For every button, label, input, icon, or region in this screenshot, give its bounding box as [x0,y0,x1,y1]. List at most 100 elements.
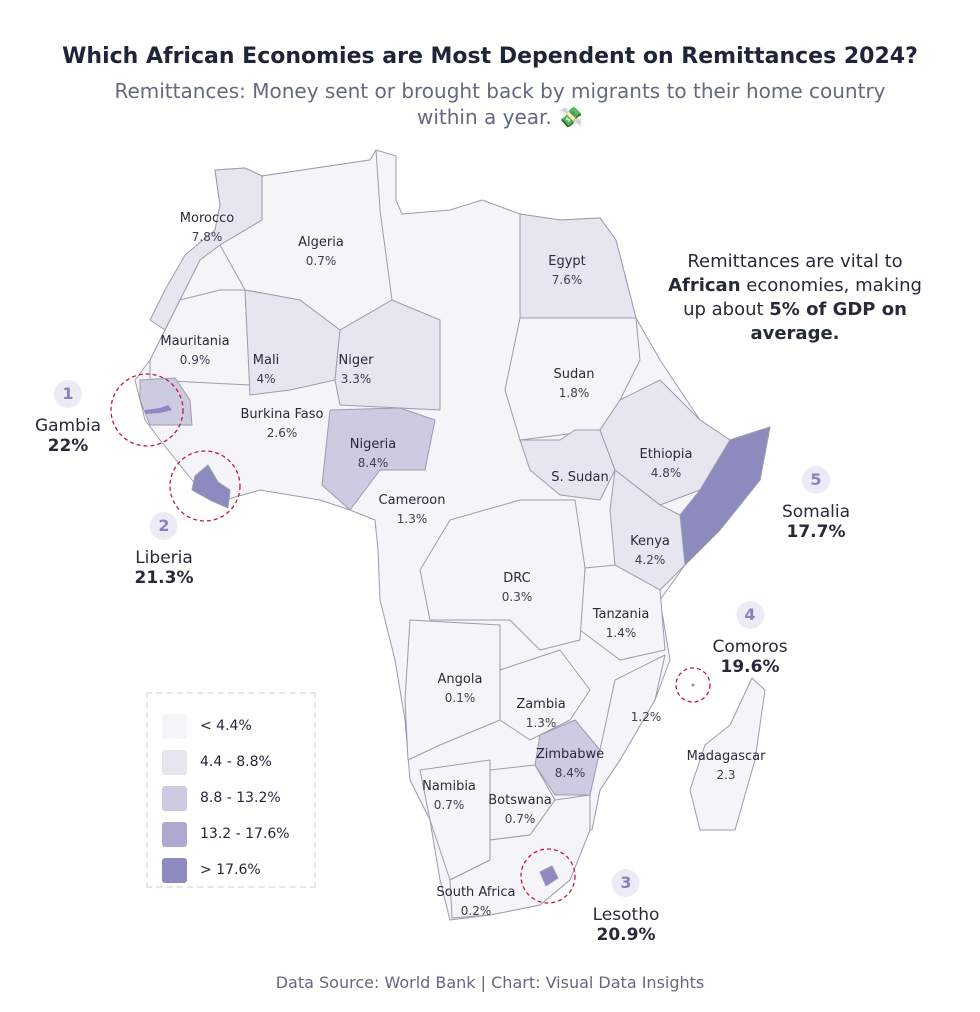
country-value: 4% [256,372,276,386]
country-value: 1.3% [525,716,557,730]
label-mauritania: Mauritania 0.9% [160,333,229,369]
country-value: 2.3 [716,768,736,782]
callout-name: Gambia [34,416,102,436]
legend-swatch [162,785,187,811]
note-bold: 5% of GDP on average. [750,299,907,344]
legend-label: 4.4 - 8.8% [200,754,272,770]
callout-comoros: 4 Comoros 19.6% [712,601,788,677]
country-madagascar [689,677,766,831]
country-gambia [145,405,172,414]
chart-subtitle: Remittances: Money sent or brought back … [114,79,886,129]
note-bold: African [668,275,741,296]
country-value: 0.7% [504,812,536,826]
country-value: 4.2% [634,553,666,567]
legend-label: < 4.4% [200,718,252,734]
country-value: 7.8% [191,230,223,244]
country-name: S. Sudan [551,470,609,485]
country-value: 0.7% [305,254,337,268]
country-value: 0.3% [501,590,533,604]
country-lesotho [539,865,559,887]
country-value: 0.9% [179,353,211,367]
country-name: Ethiopia [639,447,693,462]
rank-badge: 5 [801,466,830,494]
legend-item: 8.8 - 13.2% [162,780,314,816]
country-name: Niger [338,353,374,368]
highlight-circle-gambia [110,373,184,447]
label-angola: Angola 0.1% [438,671,483,707]
label-algeria: Algeria 0.7% [298,234,344,270]
label-nigeria: Nigeria 8.4% [350,436,397,472]
label-botswana: Botswana 0.7% [488,792,552,828]
country-nigeria [321,407,436,511]
highlight-circle-comoros [675,667,711,703]
label-burkina-faso: Burkina Faso 2.6% [241,406,324,442]
label-namibia: Namibia 0.7% [422,778,476,814]
country-value: 1.4% [605,626,637,640]
annotation-note: Remittances are vital to African economi… [660,250,930,346]
callout-name: Liberia [135,548,193,568]
country-name: Angola [437,672,483,687]
callout-somalia: 5 Somalia 17.7% [782,466,850,542]
country-name: Egypt [548,254,586,269]
legend-swatch [162,821,187,847]
legend-swatch [162,857,187,883]
country-name: South Africa [436,885,516,900]
label-zimbabwe: Zimbabwe 8.4% [536,746,604,782]
callout-value: 17.7% [786,522,846,542]
label-sudan: Sudan 1.8% [554,366,595,402]
label-s-sudan: S. Sudan [551,469,608,487]
country-name: Morocco [179,211,235,226]
callout-gambia: 1 Gambia 22% [35,380,101,456]
country-drc [419,499,586,651]
data-source: Data Source: World Bank | Chart: Visual … [275,973,705,992]
country-zambia [499,649,591,741]
country-name: Madagascar [686,749,766,764]
legend-item: > 17.6% [162,852,314,888]
country-value: 0.2% [460,904,492,918]
country-name: Nigeria [349,437,397,452]
label-cameroon: Cameroon 1.3% [379,492,446,528]
callout-name: Somalia [781,502,851,522]
chart-title: Which African Economies are Most Depende… [62,44,918,69]
rank-badge: 4 [735,601,764,629]
callout-value: 21.3% [134,568,194,588]
callout-value: 20.9% [596,925,656,945]
label-kenya: Kenya 4.2% [630,533,670,569]
legend-label: 13.2 - 17.6% [200,826,290,842]
callout-name: Comoros [712,637,788,657]
country-name: Sudan [553,367,595,382]
country-value: 1.2% [630,710,662,724]
country-value: 1.8% [558,386,590,400]
country-somalia [679,426,771,566]
country-name: Mali [252,353,280,368]
label-ethiopia: Ethiopia 4.8% [640,446,693,482]
country-niger [334,299,441,411]
country-name: Zambia [516,697,566,712]
label-south-africa: South Africa 0.2% [437,884,516,920]
country-name: Burkina Faso [240,407,324,422]
callout-lesotho: 3 Lesotho 20.9% [592,869,660,945]
legend-label: > 17.6% [200,862,261,878]
rank-badge: 2 [149,512,178,540]
note-text: economies, making up about [683,275,922,320]
label-mozambique: 1.2% [631,708,662,726]
country-liberia [191,464,231,509]
note-text: Remittances are vital to [687,251,903,272]
country-value: 1.3% [396,512,428,526]
country-kenya [609,469,686,591]
rank-badge: 3 [611,869,640,897]
callout-name: Lesotho [592,905,660,925]
country-name: Namibia [422,779,476,794]
legend-swatch [162,713,187,739]
country-value: 8.4% [357,456,389,470]
highlight-circle-lesotho [520,848,576,904]
label-niger: Niger 3.3% [339,352,374,388]
legend-swatch [162,749,187,775]
label-madagascar: Madagascar 2.3 [687,748,766,784]
country-angola [404,619,501,761]
label-morocco: Morocco 7.8% [180,210,234,246]
callout-value: 22% [47,436,89,456]
country-name: Mauritania [160,334,230,349]
